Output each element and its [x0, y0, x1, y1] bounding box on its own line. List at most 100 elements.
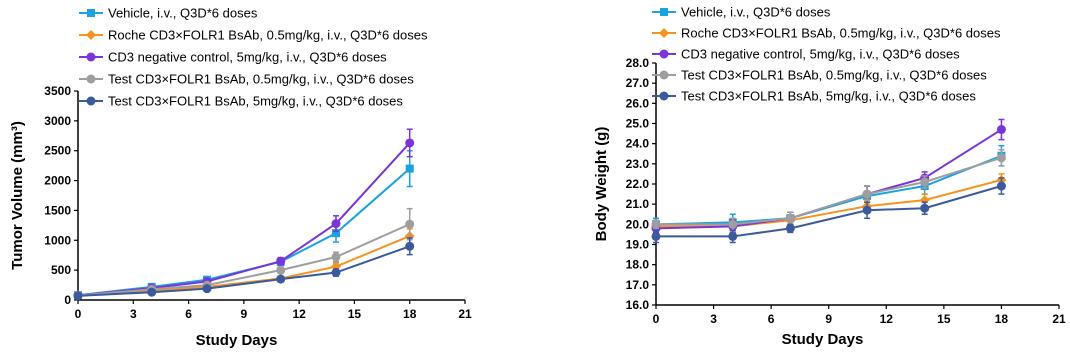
data-point — [202, 284, 212, 294]
series-4 — [73, 237, 415, 301]
data-point — [331, 252, 341, 262]
legend-marker — [86, 96, 96, 106]
legend-item: Test CD3×FOLR1 BsAb, 0.5mg/kg, i.v., Q3D… — [79, 72, 414, 87]
y-tick-label: 24.0 — [626, 137, 650, 151]
y-tick-label: 500 — [51, 263, 71, 277]
x-tick-label: 6 — [768, 312, 775, 326]
y-tick-label: 2500 — [44, 144, 71, 158]
series-3 — [651, 148, 1006, 232]
legend-marker — [659, 91, 669, 101]
data-point — [996, 153, 1006, 163]
series-line — [656, 156, 1002, 226]
data-point — [920, 203, 930, 213]
data-point — [147, 287, 157, 297]
legend-item: Roche CD3×FOLR1 BsAb, 0.5mg/kg, i.v., Q3… — [652, 26, 1001, 41]
y-tick-label: 3500 — [44, 84, 71, 98]
legend-item: CD3 negative control, 5mg/kg, i.v., Q3D*… — [79, 50, 387, 65]
x-tick-label: 6 — [185, 307, 192, 321]
tumor-volume-chart: 0 3 6 9 12 15 18 21 0 500 1000 1500 2000 2500 3000 3500… — [9, 6, 472, 350]
y-tick-label: 22.0 — [626, 177, 650, 191]
legend-item: CD3 negative control, 5mg/kg, i.v., Q3D*… — [652, 47, 960, 62]
legend-label: Vehicle, i.v., Q3D*6 doses — [681, 5, 831, 20]
legend-item: Test CD3×FOLR1 BsAb, 5mg/kg, i.v., Q3D*6… — [79, 94, 403, 109]
legend-marker — [659, 70, 669, 80]
legend-label: CD3 negative control, 5mg/kg, i.v., Q3D*… — [681, 47, 960, 62]
x-tick-label: 0 — [75, 307, 82, 321]
data-point — [331, 219, 341, 229]
x-axis-title: Study Days — [782, 331, 864, 348]
data-point — [651, 231, 661, 241]
data-point — [920, 177, 930, 187]
y-tick-label: 19.0 — [626, 238, 650, 252]
legend-marker — [86, 30, 96, 40]
data-point — [728, 219, 738, 229]
y-tick-label: 18.0 — [626, 258, 650, 272]
x-tick-label: 15 — [348, 307, 362, 321]
legend-label: Test CD3×FOLR1 BsAb, 5mg/kg, i.v., Q3D*6… — [681, 89, 976, 104]
y-tick-label: 1000 — [44, 233, 71, 247]
y-tick-label: 17.0 — [626, 278, 650, 292]
y-tick-label: 16.0 — [626, 298, 650, 312]
x-tick-label: 9 — [241, 307, 248, 321]
data-point — [331, 268, 341, 278]
series-line — [77, 223, 411, 297]
y-tick-label: 0 — [64, 293, 71, 307]
legend-marker — [659, 28, 669, 38]
y-tick-label: 1500 — [44, 203, 71, 217]
series-4 — [651, 177, 1006, 244]
x-tick-label: 18 — [995, 312, 1009, 326]
legend-marker — [87, 9, 95, 17]
x-tick-label: 0 — [653, 312, 660, 326]
data-point — [651, 219, 661, 229]
series-2 — [73, 128, 415, 300]
legend-label: Test CD3×FOLR1 BsAb, 0.5mg/kg, i.v., Q3D… — [108, 72, 414, 87]
series-2 — [651, 118, 1006, 234]
y-tick-label: 3000 — [44, 114, 71, 128]
legend-marker — [659, 49, 669, 59]
y-axis-title: Body Weight (g) — [593, 127, 610, 242]
legend: Vehicle, i.v., Q3D*6 doses Roche CD3×FOLR… — [79, 6, 428, 109]
x-tick-label: 18 — [403, 307, 417, 321]
y-tick-label: 27.0 — [626, 76, 650, 90]
legend-label: Test CD3×FOLR1 BsAb, 0.5mg/kg, i.v., Q3D… — [681, 68, 987, 83]
legend-label: Roche CD3×FOLR1 BsAb, 0.5mg/kg, i.v., Q3… — [681, 26, 1001, 41]
y-tick-label: 25.0 — [626, 117, 650, 131]
x-tick-label: 15 — [937, 312, 951, 326]
series-line — [77, 235, 411, 297]
x-axis-title: Study Days — [196, 332, 278, 349]
x-tick-label: 21 — [458, 307, 472, 321]
data-point — [276, 265, 286, 275]
y-axis-title: Tumor Volume (mm³) — [9, 121, 26, 270]
y-tick-label: 20.0 — [626, 217, 650, 231]
x-tick-label: 12 — [292, 307, 306, 321]
x-tick-label: 9 — [825, 312, 832, 326]
legend-item: Vehicle, i.v., Q3D*6 doses — [652, 5, 831, 20]
y-tick-label: 23.0 — [626, 157, 650, 171]
data-point — [73, 291, 83, 301]
data-point — [996, 181, 1006, 191]
data-point — [728, 231, 738, 241]
legend-item: Test CD3×FOLR1 BsAb, 0.5mg/kg, i.v., Q3D… — [652, 68, 987, 83]
legend-label: Roche CD3×FOLR1 BsAb, 0.5mg/kg, i.v., Q3… — [108, 28, 428, 43]
series-line — [656, 185, 1002, 238]
body-weight-chart: 0 3 6 9 12 15 18 21 16.0 17.0 18.0 19.0 20.0 21.0 22.0… — [593, 5, 1066, 349]
series-line — [77, 167, 411, 297]
y-tick-label: 28.0 — [626, 56, 650, 70]
legend-marker — [86, 52, 96, 62]
data-point — [405, 164, 414, 173]
series-0 — [652, 144, 1006, 232]
legend-label: Test CD3×FOLR1 BsAb, 5mg/kg, i.v., Q3D*6… — [108, 94, 403, 109]
x-tick-label: 21 — [1052, 312, 1066, 326]
legend-label: CD3 negative control, 5mg/kg, i.v., Q3D*… — [108, 50, 387, 65]
data-point — [785, 223, 795, 233]
y-tick-label: 2000 — [44, 174, 71, 188]
y-tick-label: 26.0 — [626, 96, 650, 110]
data-point — [405, 138, 415, 148]
y-tick-label: 21.0 — [626, 197, 650, 211]
data-point — [332, 229, 340, 238]
data-point — [862, 205, 872, 215]
legend-item: Test CD3×FOLR1 BsAb, 5mg/kg, i.v., Q3D*6… — [652, 89, 976, 104]
series-line — [77, 142, 411, 297]
data-point — [405, 241, 415, 251]
